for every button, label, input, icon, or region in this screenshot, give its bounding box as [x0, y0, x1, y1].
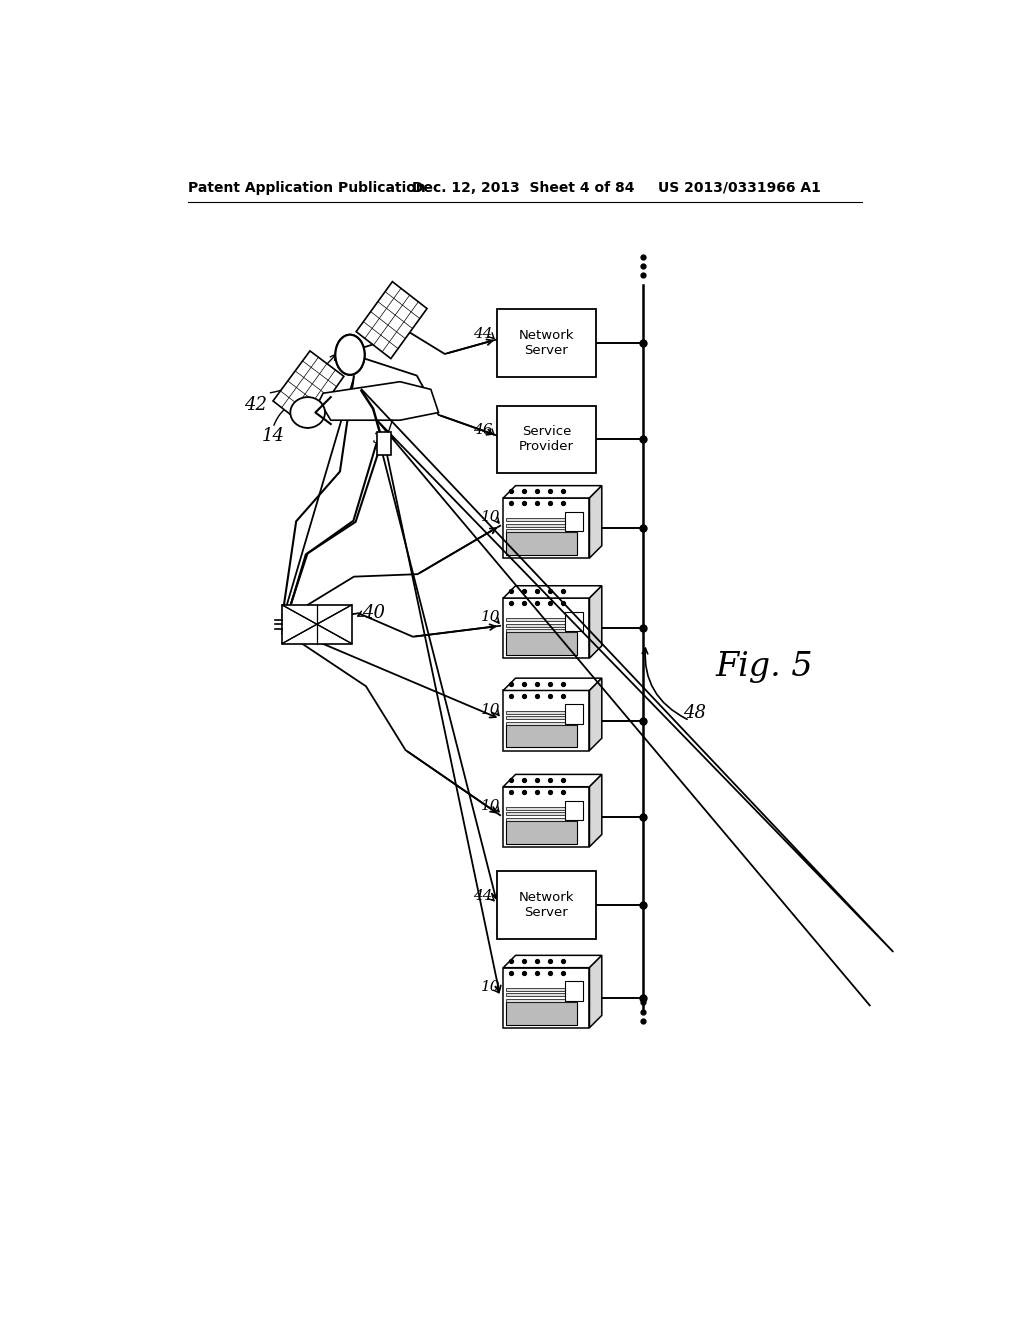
Ellipse shape	[336, 335, 365, 375]
Bar	[506, 999, 578, 1002]
Bar	[506, 524, 578, 527]
Text: Patent Application Publication: Patent Application Publication	[188, 181, 426, 194]
Polygon shape	[590, 586, 602, 659]
Bar	[283, 605, 351, 644]
Bar	[506, 618, 578, 622]
Bar	[503, 498, 590, 558]
Bar	[506, 821, 578, 843]
Bar	[503, 598, 590, 659]
Polygon shape	[503, 956, 602, 968]
Bar	[503, 968, 590, 1028]
Polygon shape	[590, 956, 602, 1028]
Text: 10: 10	[481, 511, 501, 524]
Bar	[565, 800, 584, 820]
Text: Dec. 12, 2013  Sheet 4 of 84: Dec. 12, 2013 Sheet 4 of 84	[412, 181, 634, 194]
Bar	[506, 630, 578, 632]
Bar	[506, 818, 578, 821]
Bar	[506, 717, 578, 719]
Bar	[506, 722, 578, 725]
Bar	[377, 432, 391, 455]
Text: 10: 10	[481, 610, 501, 624]
Bar	[506, 632, 578, 655]
Bar	[497, 871, 596, 940]
Bar	[506, 519, 578, 521]
Bar	[497, 405, 596, 474]
Polygon shape	[590, 678, 602, 751]
Text: 14: 14	[261, 426, 285, 445]
Bar	[497, 309, 596, 378]
Polygon shape	[319, 381, 438, 420]
Bar	[506, 807, 578, 810]
Bar	[506, 994, 578, 997]
Bar	[506, 532, 578, 554]
Bar	[565, 612, 584, 631]
Text: 10: 10	[481, 799, 501, 813]
Text: 10: 10	[481, 979, 501, 994]
Ellipse shape	[291, 397, 325, 428]
Text: 42: 42	[245, 396, 267, 413]
Text: 44: 44	[473, 327, 493, 341]
Polygon shape	[503, 775, 602, 787]
Bar	[503, 690, 590, 751]
Polygon shape	[503, 678, 602, 690]
Text: Network
Server: Network Server	[518, 891, 574, 919]
Text: 40: 40	[361, 603, 385, 622]
Polygon shape	[590, 775, 602, 847]
Text: 10: 10	[481, 702, 501, 717]
Text: Service
Provider: Service Provider	[519, 425, 573, 454]
Bar	[506, 529, 578, 532]
Bar	[506, 1002, 578, 1024]
Polygon shape	[356, 281, 427, 359]
Text: Fig. 5: Fig. 5	[716, 651, 813, 682]
Text: 48: 48	[683, 704, 707, 722]
Polygon shape	[503, 586, 602, 598]
Bar	[506, 725, 578, 747]
Polygon shape	[273, 351, 344, 428]
Ellipse shape	[336, 335, 365, 375]
Bar	[506, 710, 578, 714]
Text: 44: 44	[473, 890, 493, 903]
Bar	[565, 982, 584, 1001]
Text: 38: 38	[373, 433, 392, 446]
Bar	[565, 512, 584, 531]
Bar	[506, 624, 578, 627]
Text: US 2013/0331966 A1: US 2013/0331966 A1	[658, 181, 821, 194]
Bar	[565, 705, 584, 723]
Polygon shape	[503, 486, 602, 498]
Text: 46: 46	[473, 424, 493, 437]
Bar	[503, 787, 590, 847]
Bar	[506, 987, 578, 991]
Polygon shape	[590, 486, 602, 558]
Bar	[506, 812, 578, 816]
Text: Network
Server: Network Server	[518, 329, 574, 358]
